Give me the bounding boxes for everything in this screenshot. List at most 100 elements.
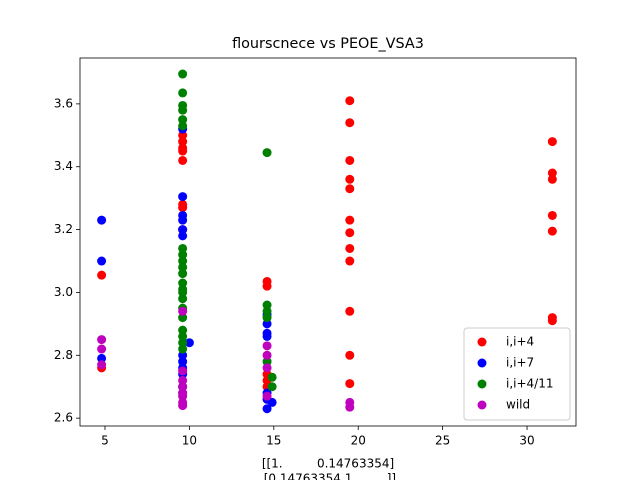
point <box>345 215 355 225</box>
point <box>345 174 355 184</box>
point <box>178 130 188 140</box>
plot-frame <box>79 57 577 427</box>
point <box>178 331 188 341</box>
point <box>97 360 107 370</box>
y-tick-label: 2.8 <box>54 348 73 362</box>
point <box>262 341 272 351</box>
point <box>178 338 188 348</box>
point <box>97 270 107 280</box>
legend-label: i,i+7 <box>506 356 534 370</box>
legend-marker <box>477 400 487 410</box>
point <box>547 210 557 220</box>
point <box>184 338 194 348</box>
point <box>262 357 272 367</box>
point <box>178 357 188 367</box>
point <box>267 382 277 392</box>
legend-marker <box>477 358 487 368</box>
legend-label: i,i+4 <box>506 335 534 349</box>
point <box>178 344 188 354</box>
point <box>345 228 355 238</box>
point <box>178 192 188 202</box>
point <box>178 375 188 385</box>
point <box>178 137 188 147</box>
x-tick-label: 5 <box>101 434 109 448</box>
point <box>178 225 188 235</box>
x-tick-label: 15 <box>266 434 281 448</box>
point <box>178 382 188 392</box>
x-tick-label: 20 <box>351 434 366 448</box>
legend-label: wild <box>506 398 530 412</box>
point <box>262 281 272 291</box>
y-tick-label: 3.0 <box>54 285 73 299</box>
point <box>267 397 277 407</box>
point <box>97 353 107 363</box>
point <box>262 300 272 310</box>
point <box>97 344 107 354</box>
point <box>262 319 272 329</box>
point <box>547 316 557 326</box>
point <box>262 404 272 414</box>
point <box>97 256 107 266</box>
point <box>345 379 355 389</box>
chart-title: flourscnece vs PEOE_VSA3 <box>232 36 424 52</box>
y-tick-label: 3.2 <box>54 222 73 236</box>
point <box>178 215 188 225</box>
point <box>178 278 188 288</box>
point <box>178 146 188 156</box>
x-axis-label: [0.14763354 1. ]] <box>260 472 396 480</box>
y-tick-label: 3.6 <box>54 96 73 110</box>
point <box>178 203 188 213</box>
point <box>345 243 355 253</box>
point <box>262 148 272 158</box>
point <box>345 350 355 360</box>
point <box>178 366 188 376</box>
legend-marker <box>477 337 487 347</box>
point <box>178 325 188 335</box>
point <box>345 184 355 194</box>
point <box>178 269 188 279</box>
point <box>178 401 188 411</box>
point <box>178 105 188 115</box>
point <box>547 137 557 147</box>
point <box>262 391 272 401</box>
x-axis-label: [[1. 0.14763354] <box>262 457 394 471</box>
point <box>178 155 188 165</box>
point <box>178 256 188 266</box>
point <box>262 306 272 316</box>
point <box>178 69 188 79</box>
point <box>345 256 355 266</box>
point <box>345 306 355 316</box>
point <box>345 96 355 106</box>
point <box>97 215 107 225</box>
point <box>178 306 188 316</box>
x-tick-label: 30 <box>519 434 534 448</box>
point <box>178 391 188 401</box>
point <box>178 250 188 260</box>
x-tick-label: 10 <box>182 434 197 448</box>
point <box>547 174 557 184</box>
point <box>345 155 355 165</box>
point <box>345 402 355 412</box>
point <box>178 350 188 360</box>
point <box>178 262 188 272</box>
point <box>178 88 188 98</box>
point <box>262 313 272 323</box>
legend-box <box>463 327 571 421</box>
point <box>267 372 277 382</box>
legend-label: i,i+4/11 <box>506 377 553 391</box>
point <box>262 331 272 341</box>
point <box>178 294 188 304</box>
x-tick-label: 25 <box>435 434 450 448</box>
y-tick-label: 3.4 <box>54 159 73 173</box>
point <box>262 363 272 373</box>
point <box>547 226 557 236</box>
point <box>345 118 355 128</box>
point <box>178 121 188 131</box>
point <box>262 350 272 360</box>
point <box>547 168 557 178</box>
point <box>178 115 188 125</box>
point <box>178 287 188 297</box>
legend-marker <box>477 379 487 389</box>
point <box>178 313 188 323</box>
